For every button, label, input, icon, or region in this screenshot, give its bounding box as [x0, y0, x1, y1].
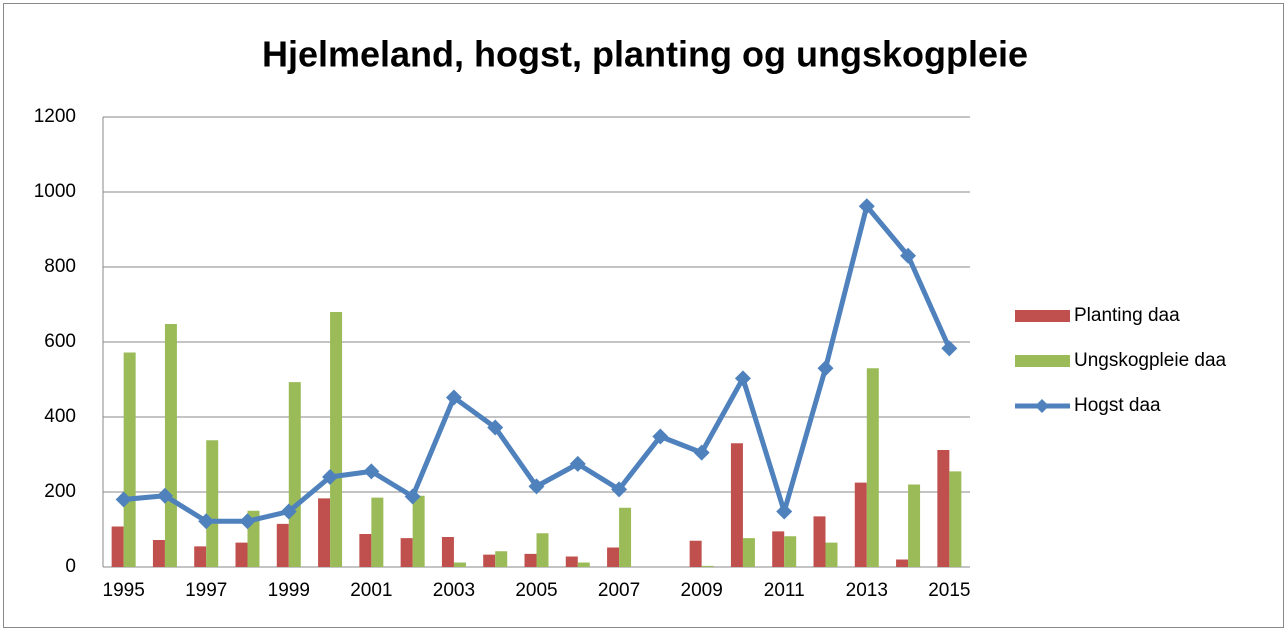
- legend-swatch: [1015, 310, 1070, 322]
- marker: [858, 198, 875, 215]
- bar: [359, 534, 372, 567]
- bar: [854, 482, 867, 567]
- bar: [318, 498, 331, 567]
- bar: [412, 495, 425, 567]
- chart-title: Hjelmeland, hogst, planting og ungskogpl…: [262, 34, 1028, 75]
- y-tick-label: 0: [65, 556, 76, 577]
- x-tick-label: 2009: [681, 580, 723, 601]
- marker: [322, 469, 339, 485]
- bar: [937, 450, 950, 567]
- x-tick-label: 2013: [846, 580, 888, 601]
- bar: [441, 537, 454, 567]
- marker: [115, 491, 132, 508]
- x-tick-label: 1997: [185, 580, 227, 601]
- x-tick-label: 2001: [350, 580, 392, 601]
- bar: [235, 542, 248, 567]
- bar: [825, 542, 838, 567]
- marker: [239, 513, 256, 530]
- bar: [577, 562, 590, 567]
- bar: [123, 352, 136, 567]
- bar: [565, 556, 578, 567]
- bar: [742, 538, 755, 567]
- marker: [941, 340, 958, 357]
- bar: [371, 497, 384, 567]
- bar: [908, 484, 921, 567]
- marker: [363, 463, 380, 480]
- marker: [528, 478, 545, 495]
- marker: [693, 444, 710, 461]
- legend-swatch: [1015, 355, 1070, 367]
- x-tick-label: 2005: [515, 580, 557, 601]
- bar: [784, 536, 797, 567]
- bar: [483, 554, 496, 567]
- marker: [198, 513, 215, 530]
- y-tick-label: 600: [44, 331, 76, 352]
- bar: [536, 533, 549, 567]
- marker: [734, 370, 751, 387]
- bar: [495, 551, 508, 567]
- bar: [330, 312, 343, 567]
- bar: [866, 368, 879, 567]
- y-tick-label: 800: [44, 256, 76, 277]
- legend-swatch: [1035, 399, 1049, 413]
- bar: [689, 540, 702, 567]
- x-tick-label: 2003: [433, 580, 475, 601]
- marker: [280, 503, 297, 520]
- bar: [949, 471, 962, 567]
- marker: [611, 481, 628, 498]
- bar: [206, 440, 219, 567]
- x-tick-label: 2011: [764, 580, 805, 601]
- bar: [288, 382, 301, 567]
- legend-label: Hogst daa: [1074, 395, 1161, 416]
- bar: [772, 531, 785, 567]
- y-tick-label: 200: [44, 481, 76, 502]
- bar: [607, 547, 620, 567]
- marker: [156, 487, 173, 504]
- bar: [619, 507, 632, 567]
- marker: [404, 488, 421, 505]
- y-tick-label: 1200: [34, 106, 76, 127]
- bar: [194, 546, 207, 567]
- bar: [152, 540, 165, 567]
- x-tick-label: 1999: [268, 580, 310, 601]
- y-tick-label: 400: [44, 406, 76, 427]
- bar: [276, 523, 289, 567]
- bar: [896, 559, 909, 567]
- x-tick-label: 1995: [103, 580, 145, 601]
- marker: [776, 503, 793, 520]
- bar: [400, 538, 413, 567]
- bar: [524, 553, 537, 567]
- bar: [164, 324, 177, 567]
- x-tick-label: 2007: [598, 580, 640, 601]
- legend-label: Ungskogpleie daa: [1074, 350, 1227, 371]
- marker: [817, 360, 834, 377]
- marker: [652, 428, 669, 445]
- bar: [813, 516, 826, 567]
- bar: [111, 526, 124, 567]
- marker: [569, 455, 586, 472]
- bar: [730, 443, 743, 567]
- x-tick-label: 2015: [928, 580, 970, 601]
- y-tick-label: 1000: [34, 181, 76, 202]
- marker: [900, 247, 917, 264]
- bar: [453, 562, 466, 567]
- marker: [445, 389, 462, 406]
- legend-label: Planting daa: [1074, 305, 1180, 326]
- bar: [701, 565, 714, 567]
- marker: [487, 419, 504, 436]
